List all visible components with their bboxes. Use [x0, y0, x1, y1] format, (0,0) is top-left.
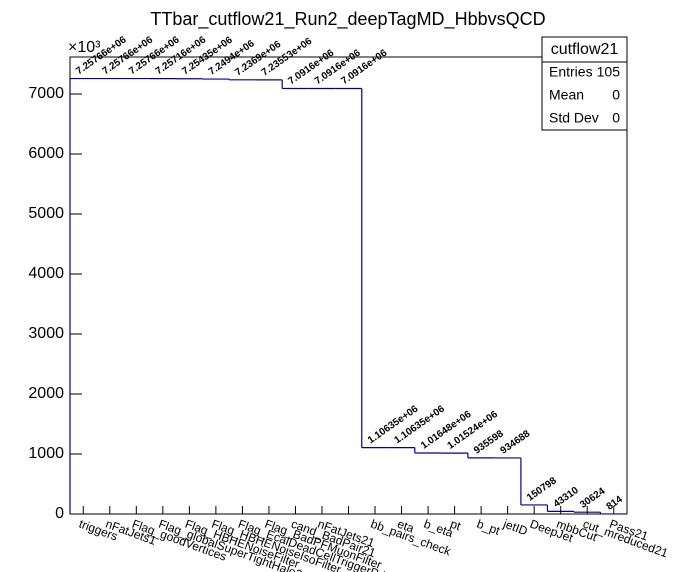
stats-box: cutflow21 Entries 105 Mean 0 Std Dev 0	[541, 36, 628, 131]
y-tick-label: 6000	[28, 145, 64, 162]
stats-label: Mean	[549, 87, 584, 103]
y-tick-label: 4000	[28, 265, 64, 282]
y-tick-label: 0	[55, 505, 64, 522]
y-tick-label: 2000	[28, 385, 64, 402]
stats-value: 0	[612, 110, 620, 126]
stats-value: 0	[612, 87, 620, 103]
y-tick-label: 1000	[28, 445, 64, 462]
stats-title: cutflow21	[551, 41, 619, 58]
stats-label: Std Dev	[549, 110, 599, 126]
stats-frame	[541, 36, 628, 131]
y-tick-label: 3000	[28, 325, 64, 342]
chart-title: TTbar_cutflow21_Run2_deepTagMD_HbbvsQCD	[150, 9, 545, 30]
y-tick-label: 7000	[28, 85, 64, 102]
stats-value: 105	[597, 64, 621, 80]
y-multiplier: ×10³	[68, 39, 101, 56]
y-tick-label: 5000	[28, 205, 64, 222]
stats-label: Entries	[549, 64, 593, 80]
x-tick-label: eta	[395, 517, 416, 536]
